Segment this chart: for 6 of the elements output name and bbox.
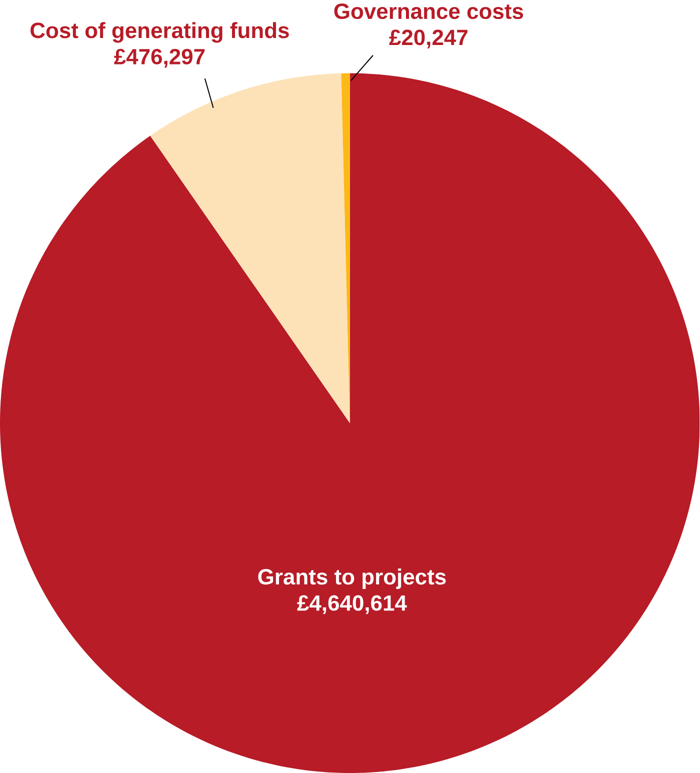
data-label: £20,247 bbox=[389, 30, 468, 48]
data-label: £4,640,614 bbox=[297, 595, 407, 614]
slice-label: Grants to projects bbox=[258, 568, 446, 589]
slice-label: Governance costs bbox=[334, 3, 524, 20]
slice-label: Cost of generating funds bbox=[30, 22, 289, 43]
data-label: £476,297 bbox=[114, 48, 205, 68]
